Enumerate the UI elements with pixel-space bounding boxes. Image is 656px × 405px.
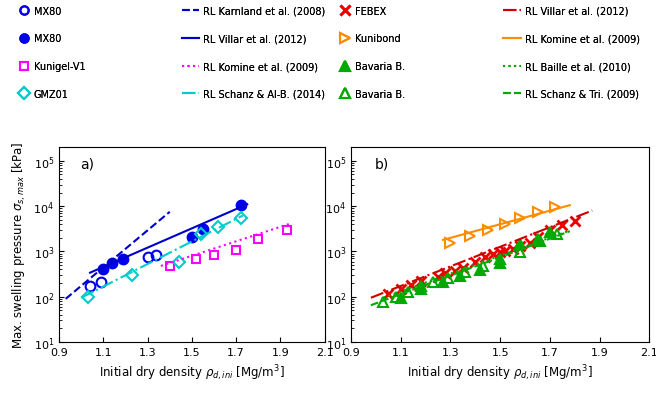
Legend: MX80: MX80 <box>18 34 61 45</box>
X-axis label: Initial dry density $\rho_{d,ini}$ [Mg/m$^3$]: Initial dry density $\rho_{d,ini}$ [Mg/m… <box>99 362 285 382</box>
Legend: GMZ01: GMZ01 <box>18 90 68 100</box>
Legend: RL Baille et al. (2010): RL Baille et al. (2010) <box>503 62 630 72</box>
Legend: RL Komine et al. (2009): RL Komine et al. (2009) <box>182 62 318 72</box>
X-axis label: Initial dry density $\rho_{d,ini}$ [Mg/m$^3$]: Initial dry density $\rho_{d,ini}$ [Mg/m… <box>407 362 593 382</box>
Legend: RL Schanz & Tri. (2009): RL Schanz & Tri. (2009) <box>503 90 638 100</box>
Legend: RL Schanz & Al-B. (2014): RL Schanz & Al-B. (2014) <box>182 90 325 100</box>
Legend: Bavaria B.: Bavaria B. <box>339 90 405 100</box>
Legend: Bavaria B.: Bavaria B. <box>339 62 405 72</box>
Legend: RL Villar et al. (2012): RL Villar et al. (2012) <box>182 34 306 45</box>
Legend: MX80: MX80 <box>18 7 61 17</box>
Legend: FEBEX: FEBEX <box>339 7 386 17</box>
Legend: Kunigel-V1: Kunigel-V1 <box>18 62 85 72</box>
Y-axis label: Max. swelling pressure $\sigma_{s,max}$ [kPa]: Max. swelling pressure $\sigma_{s,max}$ … <box>10 142 28 348</box>
Text: a): a) <box>80 158 94 171</box>
Legend: Kunibond: Kunibond <box>339 34 401 45</box>
Text: b): b) <box>375 158 389 171</box>
Legend: RL Karnland et al. (2008): RL Karnland et al. (2008) <box>182 7 325 17</box>
Legend: RL Komine et al. (2009): RL Komine et al. (2009) <box>503 34 640 45</box>
Legend: RL Villar et al. (2012): RL Villar et al. (2012) <box>503 7 628 17</box>
